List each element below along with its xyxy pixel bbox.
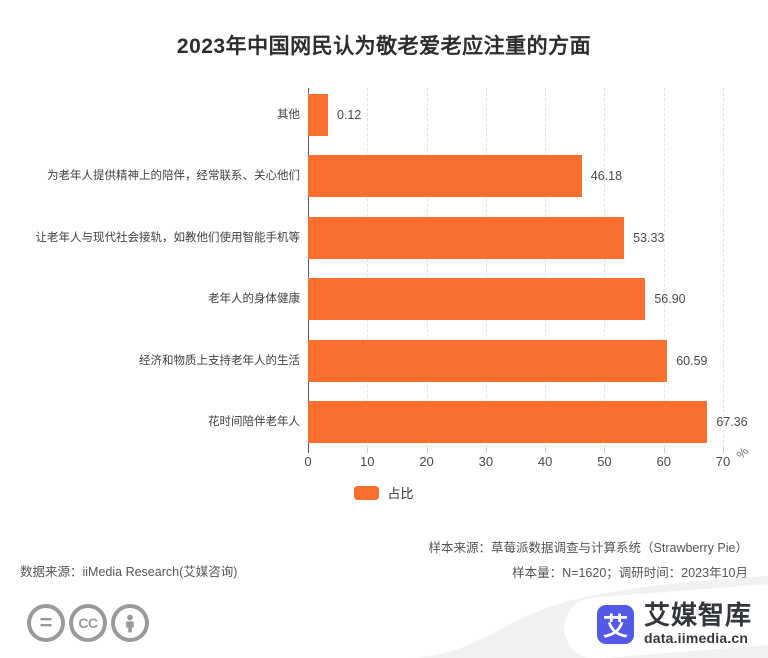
legend-item[interactable]: 占比 xyxy=(0,483,768,502)
equals-glyph: = xyxy=(39,610,53,635)
person-glyph xyxy=(126,614,134,633)
axis-tick xyxy=(367,448,369,453)
bar-占比[interactable] xyxy=(308,339,668,382)
y-axis-line xyxy=(308,88,309,453)
bar-占比[interactable] xyxy=(308,94,328,136)
sample-source-note: 样本来源：草莓派数据调查与计算系统（Strawberry Pie） xyxy=(428,541,748,555)
x-tick-label: 50 xyxy=(597,454,612,469)
gridline xyxy=(426,88,428,448)
legend-marker-icon xyxy=(354,485,380,500)
value-label: 46.18 xyxy=(590,169,623,184)
sample-notes: 样本来源：草莓派数据调查与计算系统（Strawberry Pie） 样本量：N=… xyxy=(429,536,748,586)
data-source-note: 数据来源：iiMedia Research(艾媒咨询) xyxy=(20,565,238,579)
category-label: 经济和物质上支持老年人的生活 xyxy=(139,354,300,367)
category-label: 老年人的身体健康 xyxy=(208,293,300,306)
x-tick-label: 70 xyxy=(715,454,731,469)
category-label: 花时间陪伴老年人 xyxy=(208,416,300,428)
axis-tick xyxy=(485,448,487,453)
axis-tick xyxy=(604,448,606,453)
value-label: 0.12 xyxy=(337,108,362,122)
category-label: 让老年人与现代社会接轨，如教他们使用智能手机等 xyxy=(35,231,301,244)
axis-tick xyxy=(723,448,724,453)
gridline xyxy=(723,88,724,448)
sample-size-note: 样本量：N=1620；调研时间：2023年10月 xyxy=(512,566,748,580)
equals-icon: = xyxy=(27,604,65,642)
cc-icon: CC xyxy=(69,604,107,642)
axis-tick xyxy=(545,448,547,453)
x-tick-label: 20 xyxy=(419,454,434,469)
axis-tick xyxy=(663,448,665,453)
value-label: 67.36 xyxy=(716,415,748,429)
cc-glyph: CC xyxy=(78,615,98,631)
chart-title: 2023年中国网民认为敬老爱老应注重的方面 xyxy=(176,35,592,58)
iimedia-logo: 艾 艾媒智库 data.iimedia.cn xyxy=(597,601,752,646)
gridline xyxy=(485,88,487,448)
logo-name: 艾媒智库 xyxy=(644,600,753,630)
x-tick-label: 10 xyxy=(360,454,375,469)
bar-占比[interactable] xyxy=(308,216,625,259)
bar-占比[interactable] xyxy=(308,155,582,198)
logo-text-block: 艾媒智库 data.iimedia.cn xyxy=(644,601,752,646)
logo-url: data.iimedia.cn xyxy=(644,630,749,646)
value-label: 60.59 xyxy=(676,353,708,368)
iimedia-logo-icon: 艾 xyxy=(597,605,634,644)
gridline xyxy=(663,88,665,448)
gridline xyxy=(604,88,606,448)
bar-占比[interactable] xyxy=(308,401,708,443)
bar-chart: 0 10 20 30 40 50 60 70% 其他 0.12 为老年人提供精神上的陪伴，经常联系、… xyxy=(35,88,751,469)
license-icons: = CC xyxy=(27,604,149,642)
bar-占比[interactable] xyxy=(308,278,646,321)
value-label: 53.33 xyxy=(633,230,665,245)
gridline xyxy=(367,88,369,448)
x-tick-label: 60 xyxy=(656,454,671,469)
legend-label: 占比 xyxy=(387,486,414,501)
x-tick-label: 0 xyxy=(304,454,312,469)
axis-tick xyxy=(426,448,428,453)
logo-char: 艾 xyxy=(602,612,628,641)
category-label: 为老年人提供精神上的陪伴，经常联系、关心他们 xyxy=(47,170,300,183)
category-label: 其他 xyxy=(277,109,300,121)
attribution-person-icon xyxy=(111,604,149,642)
gridline xyxy=(545,88,547,448)
x-tick-label: 30 xyxy=(478,454,494,469)
x-tick-label: 40 xyxy=(537,454,553,469)
value-label: 56.90 xyxy=(654,292,686,307)
